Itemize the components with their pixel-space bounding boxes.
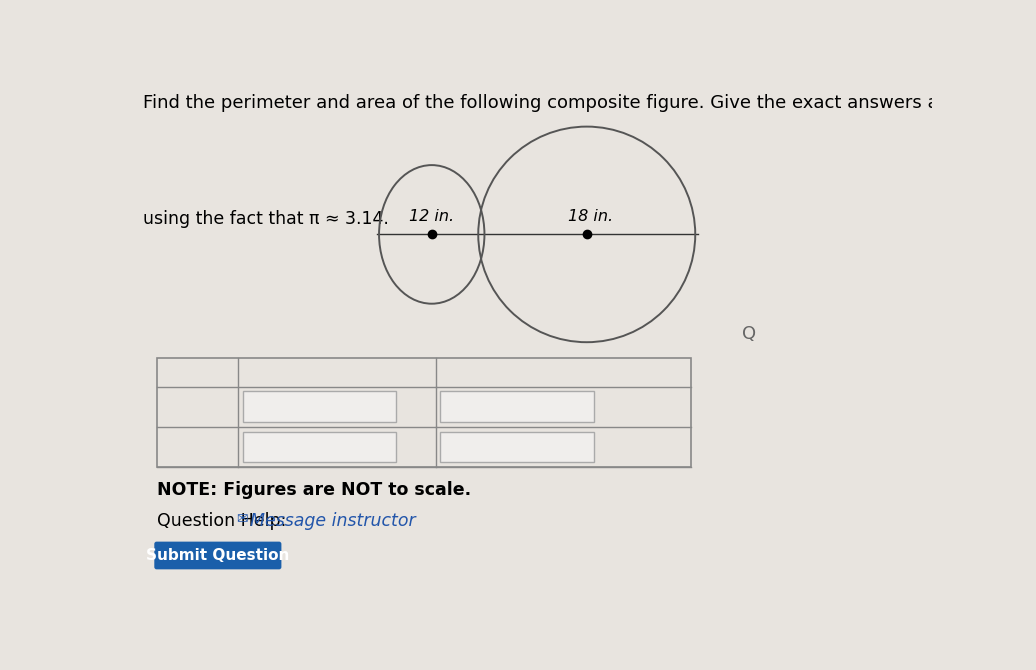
Text: Perimeter: Perimeter xyxy=(156,398,238,416)
Bar xyxy=(440,431,594,462)
Text: in²: in² xyxy=(407,438,429,456)
Text: Exact Answer: Exact Answer xyxy=(281,363,393,381)
Bar xyxy=(440,391,594,422)
Text: NOTE: Figures are NOT to scale.: NOTE: Figures are NOT to scale. xyxy=(156,481,470,498)
Text: Area: Area xyxy=(178,438,217,456)
Text: 18 in.: 18 in. xyxy=(568,208,613,224)
Text: Find the perimeter and area of the following composite figure. Give the exact an: Find the perimeter and area of the follo… xyxy=(143,94,1036,113)
Text: Approximate Answer: Approximate Answer xyxy=(448,363,621,381)
Text: Q: Q xyxy=(743,326,756,344)
Text: Message instructor: Message instructor xyxy=(251,512,416,529)
Bar xyxy=(156,427,691,467)
Text: using the fact that π ≈ 3.14.: using the fact that π ≈ 3.14. xyxy=(143,210,390,228)
Bar xyxy=(242,391,396,422)
Text: in²: in² xyxy=(605,438,627,456)
Text: in: in xyxy=(410,398,426,416)
Bar xyxy=(156,358,691,387)
Text: Submit Question: Submit Question xyxy=(146,548,289,563)
Bar xyxy=(156,358,691,467)
Bar xyxy=(242,431,396,462)
Text: in: in xyxy=(608,398,624,416)
Text: ✉: ✉ xyxy=(236,513,248,527)
Text: Question Help:: Question Help: xyxy=(156,512,291,529)
Text: 12 in.: 12 in. xyxy=(409,208,455,224)
FancyBboxPatch shape xyxy=(154,541,282,570)
Bar xyxy=(156,387,691,427)
